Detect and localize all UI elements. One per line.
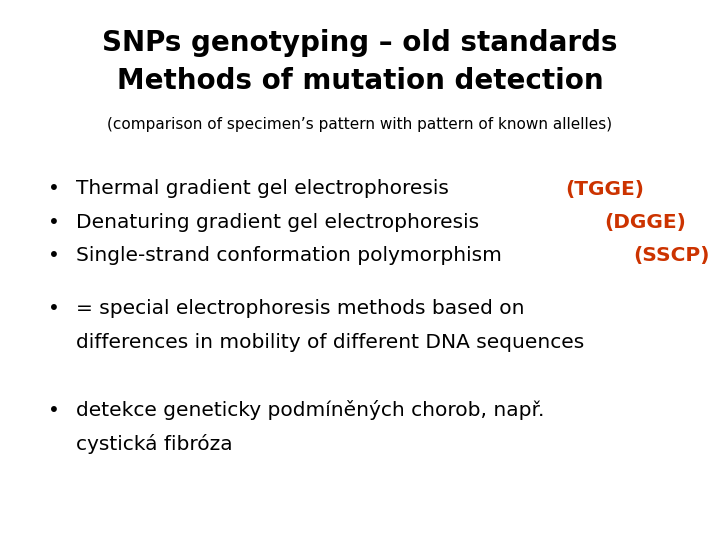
Text: Thermal gradient gel electrophoresis: Thermal gradient gel electrophoresis	[76, 179, 455, 199]
Text: (TGGE): (TGGE)	[565, 179, 644, 199]
Text: differences in mobility of different DNA sequences: differences in mobility of different DNA…	[76, 333, 584, 352]
Text: Denaturing gradient gel electrophoresis: Denaturing gradient gel electrophoresis	[76, 213, 485, 232]
Text: •: •	[48, 246, 60, 266]
Text: SNPs genotyping – old standards: SNPs genotyping – old standards	[102, 29, 618, 57]
Text: •: •	[48, 179, 60, 199]
Text: Single-strand conformation polymorphism: Single-strand conformation polymorphism	[76, 246, 508, 266]
Text: = special electrophoresis methods based on: = special electrophoresis methods based …	[76, 299, 524, 319]
Text: cystická fibróza: cystická fibróza	[76, 434, 233, 454]
Text: (DGGE): (DGGE)	[604, 213, 686, 232]
Text: •: •	[48, 401, 60, 420]
Text: Methods of mutation detection: Methods of mutation detection	[117, 67, 603, 95]
Text: (comparison of specimen’s pattern with pattern of known allelles): (comparison of specimen’s pattern with p…	[107, 117, 613, 132]
Text: •: •	[48, 299, 60, 319]
Text: detekce geneticky podmíněných chorob, např.: detekce geneticky podmíněných chorob, na…	[76, 400, 544, 421]
Text: (SSCP): (SSCP)	[634, 246, 710, 266]
Text: •: •	[48, 213, 60, 232]
